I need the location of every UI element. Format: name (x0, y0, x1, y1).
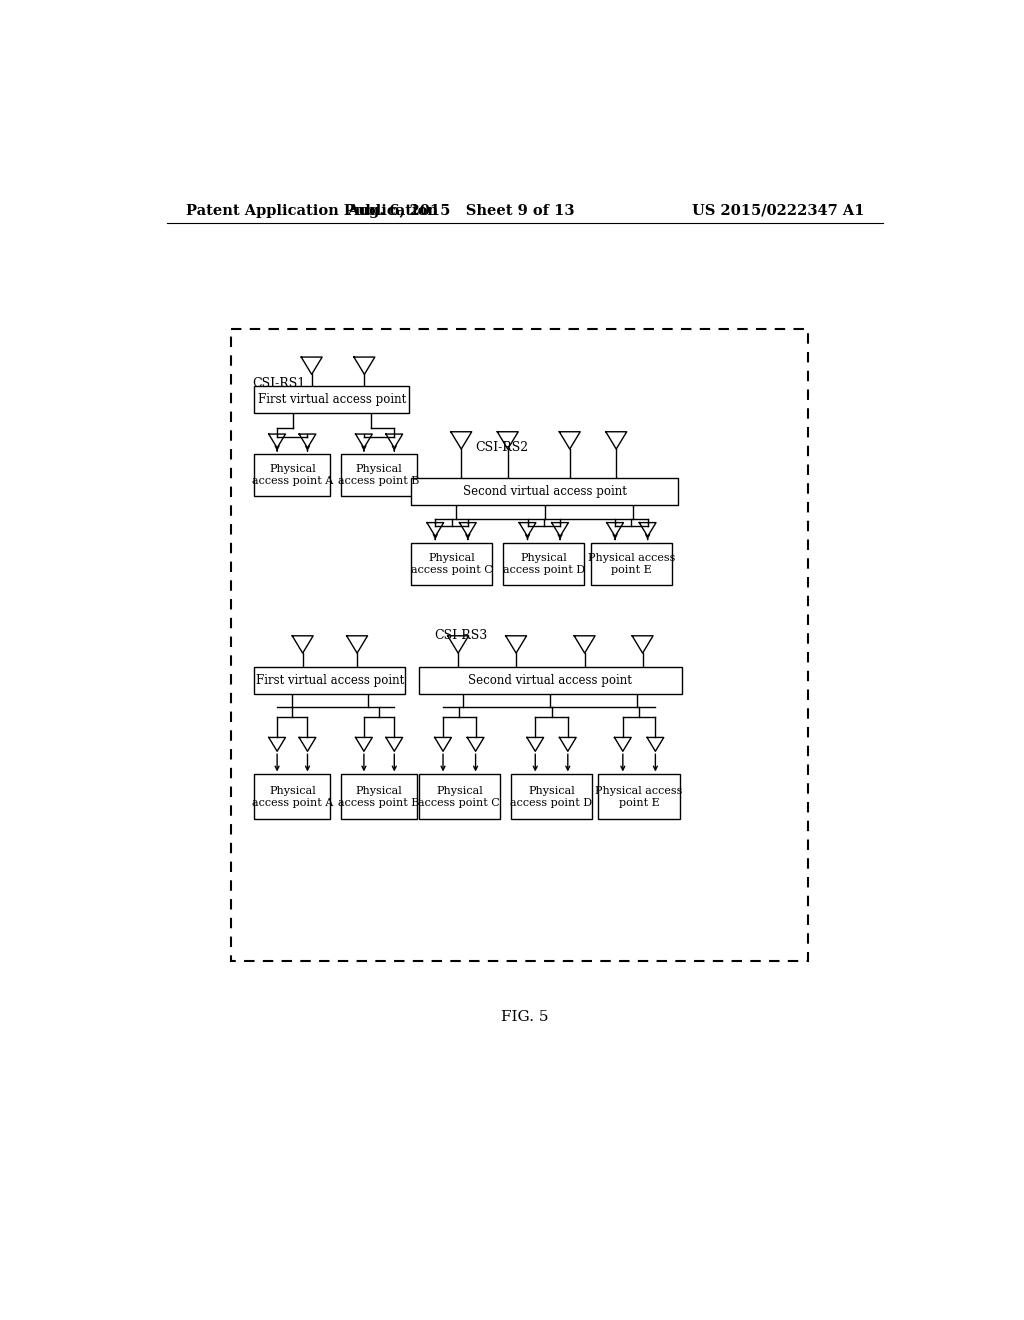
Text: Physical
access point A: Physical access point A (252, 465, 333, 486)
Text: Physical
access point B: Physical access point B (338, 465, 420, 486)
Bar (254, 454, 331, 496)
Text: Second virtual access point: Second virtual access point (468, 673, 632, 686)
Bar (254, 385, 410, 413)
Text: CSI-RS1: CSI-RS1 (252, 376, 305, 389)
Text: Physical access
point E: Physical access point E (595, 785, 683, 808)
Text: Physical
access point B: Physical access point B (338, 785, 420, 808)
Text: Physical
access point C: Physical access point C (419, 785, 500, 808)
Text: Physical access
point E: Physical access point E (588, 553, 675, 574)
Bar (341, 454, 417, 496)
Bar (419, 667, 682, 693)
Bar (411, 478, 678, 506)
Bar (254, 667, 406, 693)
Text: CSI-RS2: CSI-RS2 (475, 441, 528, 454)
Text: Physical
access point D: Physical access point D (511, 785, 593, 808)
Bar (341, 775, 417, 818)
Text: First virtual access point: First virtual access point (258, 392, 406, 405)
Text: Patent Application Publication: Patent Application Publication (186, 203, 438, 218)
Bar (411, 543, 493, 585)
Bar (503, 543, 585, 585)
Bar (419, 775, 500, 818)
Text: Physical
access point A: Physical access point A (252, 785, 333, 808)
Text: Physical
access point C: Physical access point C (411, 553, 493, 574)
Text: First virtual access point: First virtual access point (256, 673, 404, 686)
Bar (591, 543, 672, 585)
Bar (511, 775, 592, 818)
Text: FIG. 5: FIG. 5 (501, 1010, 549, 1024)
Bar (254, 775, 331, 818)
Text: Physical
access point D: Physical access point D (503, 553, 585, 574)
Bar (598, 775, 680, 818)
Text: Aug. 6, 2015   Sheet 9 of 13: Aug. 6, 2015 Sheet 9 of 13 (347, 203, 575, 218)
Bar (231, 330, 809, 961)
Text: US 2015/0222347 A1: US 2015/0222347 A1 (692, 203, 864, 218)
Text: Second virtual access point: Second virtual access point (463, 484, 627, 498)
Text: CSI-RS3: CSI-RS3 (434, 630, 487, 643)
